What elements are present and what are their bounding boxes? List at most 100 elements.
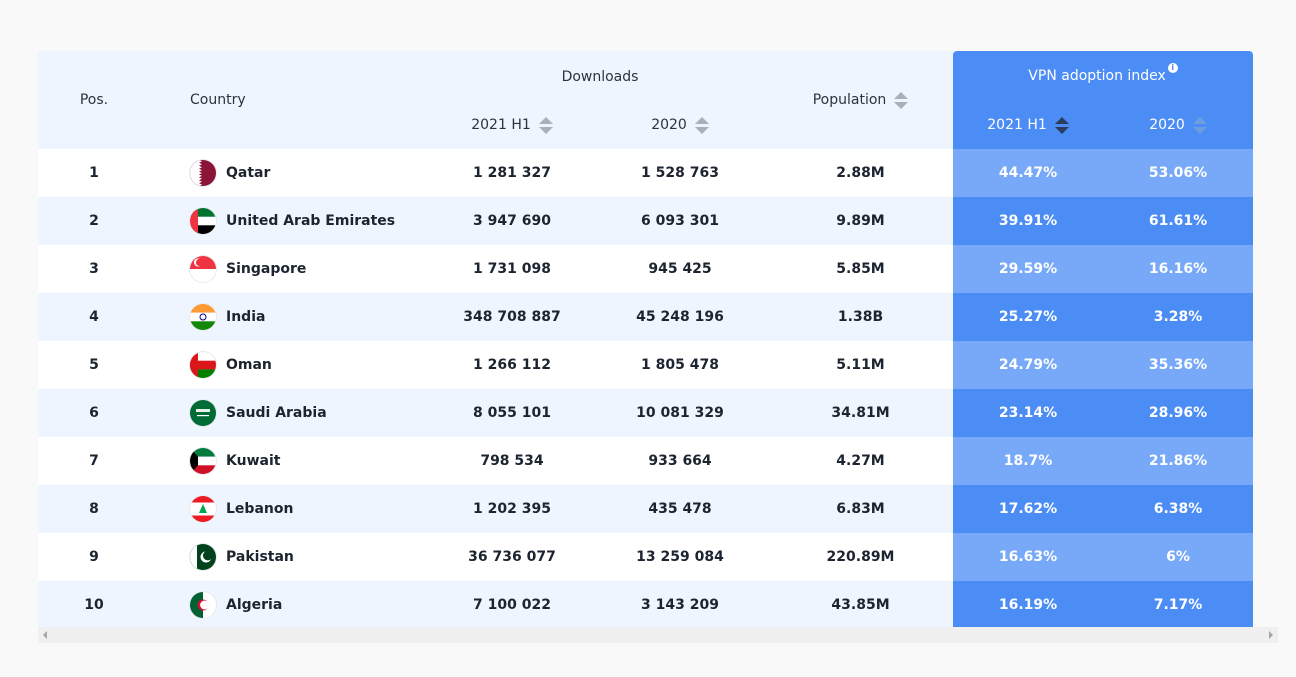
row-country-name: Kuwait xyxy=(226,453,281,469)
horizontal-scrollbar[interactable] xyxy=(38,627,1278,643)
row-vpn-index-2021h1: 24.79% xyxy=(953,341,1104,389)
flag-lebanon-icon xyxy=(190,496,216,522)
row-country-name: Qatar xyxy=(226,165,271,181)
row-vpn-index-2021h1: 39.91% xyxy=(953,197,1104,245)
row-population: 9.89M xyxy=(768,197,954,245)
row-vpn-index-2021h1: 17.62% xyxy=(953,485,1104,533)
row-population: 43.85M xyxy=(768,581,954,629)
row-downloads-2020: 933 664 xyxy=(592,437,769,485)
header-vpn-2020-label: 2020 xyxy=(1149,117,1185,133)
flag-algeria-icon xyxy=(190,592,216,618)
flag-india-icon xyxy=(190,304,216,330)
sort-icon[interactable] xyxy=(894,91,909,109)
row-downloads-2021h1: 7 100 022 xyxy=(432,581,592,629)
table-row: 1 Qatar 1 281 327 1 528 763 2.88M 44.47% 53.06… xyxy=(38,149,1254,197)
row-population: 2.88M xyxy=(768,149,954,197)
table-row: 10 Algeria 7 100 022 3 143 209 43.85M 16.19% 7… xyxy=(38,581,1254,629)
row-vpn-index-2020: 3.28% xyxy=(1103,293,1254,341)
header-pos: Pos. xyxy=(38,51,150,149)
row-country-name: India xyxy=(226,309,266,325)
header-downloads-group: Downloads xyxy=(432,51,769,101)
table-row: 8 Lebanon 1 202 395 435 478 6.83M 17.62% 6.38% xyxy=(38,485,1254,533)
row-downloads-2020: 6 093 301 xyxy=(592,197,769,245)
header-vpn-2021h1[interactable]: 2021 H1 xyxy=(953,101,1104,149)
header-downloads-2020-label: 2020 xyxy=(651,117,687,133)
row-position: 8 xyxy=(38,485,150,533)
row-vpn-index-2020: 6% xyxy=(1103,533,1254,581)
flag-pakistan-icon xyxy=(190,544,216,570)
header-vpn-index-group: VPN adoption indexi xyxy=(953,51,1254,101)
flag-saudi-arabia-icon xyxy=(190,400,216,426)
header-downloads-2020[interactable]: 2020 xyxy=(592,101,769,149)
row-position: 7 xyxy=(38,437,150,485)
row-vpn-index-2020: 53.06% xyxy=(1103,149,1254,197)
table-row: 5 Oman 1 266 112 1 805 478 5.11M 24.79% 35.36% xyxy=(38,341,1254,389)
row-country-cell: Qatar xyxy=(150,149,432,197)
row-vpn-index-2021h1: 16.63% xyxy=(953,533,1104,581)
sort-icon[interactable] xyxy=(1192,116,1207,134)
row-vpn-index-2020: 28.96% xyxy=(1103,389,1254,437)
row-population: 34.81M xyxy=(768,389,954,437)
header-vpn-2021h1-label: 2021 H1 xyxy=(987,117,1047,133)
header-country: Country xyxy=(150,51,432,149)
row-downloads-2020: 3 143 209 xyxy=(592,581,769,629)
row-downloads-2021h1: 1 202 395 xyxy=(432,485,592,533)
row-position: 1 xyxy=(38,149,150,197)
row-population: 5.85M xyxy=(768,245,954,293)
row-country-name: Oman xyxy=(226,357,272,373)
row-vpn-index-2021h1: 16.19% xyxy=(953,581,1104,629)
row-downloads-2021h1: 8 055 101 xyxy=(432,389,592,437)
row-downloads-2021h1: 798 534 xyxy=(432,437,592,485)
row-vpn-index-2020: 7.17% xyxy=(1103,581,1254,629)
header-downloads-2021h1[interactable]: 2021 H1 xyxy=(432,101,592,149)
table-row: 4 India 348 708 887 45 248 196 1.38B 25.27% 3.… xyxy=(38,293,1254,341)
row-population: 1.38B xyxy=(768,293,954,341)
row-downloads-2021h1: 3 947 690 xyxy=(432,197,592,245)
row-country-cell: India xyxy=(150,293,432,341)
table-row: 2 United Arab Emirates 3 947 690 6 093 301 9… xyxy=(38,197,1254,245)
vpn-ranking-table-container: Pos. Country Downloads Population VPN ad… xyxy=(38,51,1278,643)
row-country-cell: Singapore xyxy=(150,245,432,293)
flag-oman-icon xyxy=(190,352,216,378)
row-vpn-index-2020: 21.86% xyxy=(1103,437,1254,485)
row-downloads-2020: 45 248 196 xyxy=(592,293,769,341)
row-vpn-index-2021h1: 25.27% xyxy=(953,293,1104,341)
header-population-label: Population xyxy=(812,92,887,108)
row-country-name: Pakistan xyxy=(226,549,294,565)
row-downloads-2021h1: 1 281 327 xyxy=(432,149,592,197)
header-downloads-2021h1-label: 2021 H1 xyxy=(471,117,531,133)
row-country-cell: Oman xyxy=(150,341,432,389)
row-country-cell: United Arab Emirates xyxy=(150,197,432,245)
table-row: 3 Singapore 1 731 098 945 425 5.85M 29.59% 16.… xyxy=(38,245,1254,293)
row-downloads-2020: 13 259 084 xyxy=(592,533,769,581)
sort-icon[interactable] xyxy=(694,116,709,134)
row-vpn-index-2020: 35.36% xyxy=(1103,341,1254,389)
row-downloads-2020: 1 528 763 xyxy=(592,149,769,197)
row-country-name: Lebanon xyxy=(226,501,294,517)
header-vpn-index-label: VPN adoption index xyxy=(1028,68,1166,84)
row-population: 5.11M xyxy=(768,341,954,389)
header-population[interactable]: Population xyxy=(768,51,954,149)
scroll-right-arrow-icon[interactable] xyxy=(1269,631,1273,639)
header-vpn-2020[interactable]: 2020 xyxy=(1103,101,1254,149)
flag-uae-icon xyxy=(190,208,216,234)
table-row: 9 Pakistan 36 736 077 13 259 084 220.89M 16.6… xyxy=(38,533,1254,581)
table-body: 1 Qatar 1 281 327 1 528 763 2.88M 44.47% 53.06… xyxy=(38,149,1254,629)
scroll-left-arrow-icon[interactable] xyxy=(43,631,47,639)
row-population: 6.83M xyxy=(768,485,954,533)
row-downloads-2021h1: 1 731 098 xyxy=(432,245,592,293)
row-vpn-index-2021h1: 29.59% xyxy=(953,245,1104,293)
row-vpn-index-2021h1: 18.7% xyxy=(953,437,1104,485)
flag-kuwait-icon xyxy=(190,448,216,474)
row-vpn-index-2020: 16.16% xyxy=(1103,245,1254,293)
row-downloads-2021h1: 36 736 077 xyxy=(432,533,592,581)
row-population: 4.27M xyxy=(768,437,954,485)
info-icon[interactable]: i xyxy=(1167,63,1178,73)
row-country-name: Singapore xyxy=(226,261,307,277)
flag-singapore-icon xyxy=(190,256,216,282)
row-position: 2 xyxy=(38,197,150,245)
row-country-name: Algeria xyxy=(226,597,283,613)
row-position: 6 xyxy=(38,389,150,437)
sort-active-icon[interactable] xyxy=(1054,116,1069,134)
sort-icon[interactable] xyxy=(538,116,553,134)
